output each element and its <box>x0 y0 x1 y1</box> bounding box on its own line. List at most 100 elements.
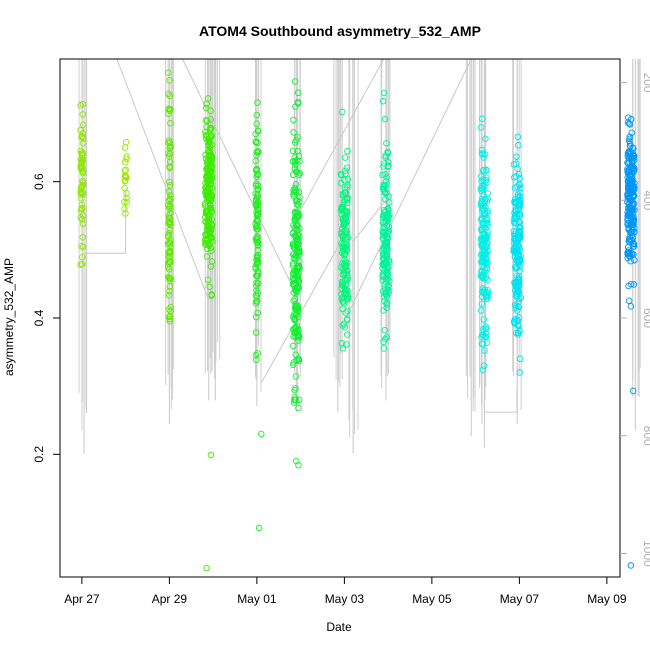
data-point <box>629 165 636 172</box>
data-point <box>479 167 487 174</box>
data-point <box>166 164 174 172</box>
data-point <box>77 156 84 163</box>
data-point <box>295 262 303 269</box>
y2-tick-label: 400 <box>641 190 650 210</box>
data-point <box>511 212 519 220</box>
data-point <box>294 238 301 246</box>
data-point <box>293 242 301 249</box>
data-point <box>337 179 345 187</box>
data-point <box>122 173 130 181</box>
data-point <box>479 215 486 223</box>
data-point <box>379 247 386 255</box>
data-point <box>205 153 213 160</box>
data-point <box>624 219 632 227</box>
y2-tick-label: 600 <box>641 308 650 328</box>
data-point <box>379 183 387 191</box>
data-point <box>292 269 300 276</box>
data-point <box>292 303 299 311</box>
data-point <box>338 204 345 212</box>
x-tick-label: Apr 27 <box>64 592 100 606</box>
data-point <box>342 309 350 317</box>
data-point <box>79 220 87 228</box>
data-point <box>79 253 86 261</box>
data-point <box>203 253 211 260</box>
data-point <box>631 256 638 264</box>
y-tick-label: 0.6 <box>32 173 46 190</box>
data-point <box>515 314 523 321</box>
altitude-connector <box>182 58 297 295</box>
data-point <box>165 313 173 321</box>
data-point <box>253 287 260 294</box>
data-point <box>295 171 302 178</box>
data-point <box>295 152 303 160</box>
data-point <box>204 276 212 284</box>
data-point <box>289 158 297 165</box>
data-point <box>205 161 212 169</box>
data-point <box>516 212 524 219</box>
data-point <box>480 287 487 294</box>
data-point <box>628 224 636 232</box>
data-point <box>341 228 348 235</box>
data-point <box>292 373 300 380</box>
data-point <box>204 179 212 187</box>
altitude-connector <box>260 235 345 383</box>
data-point <box>252 138 260 146</box>
data-point <box>254 242 262 249</box>
data-point <box>479 243 486 251</box>
data-point <box>166 275 174 282</box>
data-point <box>254 127 262 134</box>
data-point <box>166 92 174 100</box>
data-point <box>339 282 347 289</box>
data-point <box>289 147 297 155</box>
data-point <box>383 139 390 147</box>
data-point <box>479 254 486 261</box>
data-point <box>478 300 486 308</box>
data-point <box>626 249 634 257</box>
data-point <box>293 225 300 233</box>
data-point <box>514 206 522 213</box>
data-point <box>206 283 213 291</box>
data-point <box>513 316 521 323</box>
data-point <box>384 163 392 170</box>
data-point <box>484 190 491 197</box>
data-point <box>380 338 387 345</box>
data-point <box>383 238 391 246</box>
data-point <box>630 240 637 247</box>
data-point <box>121 177 129 185</box>
data-point <box>253 254 261 262</box>
y-tick-label: 0.4 <box>32 309 46 326</box>
data-point <box>340 300 348 307</box>
data-point <box>167 243 174 251</box>
data-point <box>339 279 347 287</box>
data-point <box>516 355 524 362</box>
data-point <box>384 268 391 276</box>
data-point <box>341 256 348 263</box>
data-point <box>253 111 261 119</box>
data-point <box>630 200 638 207</box>
data-point <box>78 260 86 268</box>
x-tick-label: May 03 <box>325 592 365 606</box>
data-point <box>380 244 387 251</box>
data-point <box>626 236 634 244</box>
data-point <box>295 285 302 292</box>
data-point <box>627 280 635 288</box>
data-point <box>290 129 297 136</box>
data-point <box>515 303 523 311</box>
data-point <box>252 313 260 321</box>
data-point <box>627 143 634 150</box>
data-point <box>483 260 490 268</box>
data-point <box>385 229 392 236</box>
data-point <box>294 197 301 204</box>
data-point <box>123 198 130 206</box>
x-tick-label: May 05 <box>412 592 452 606</box>
data-point <box>517 227 524 235</box>
data-point <box>481 151 489 158</box>
data-point <box>290 359 298 366</box>
data-point <box>166 317 174 325</box>
data-point <box>252 264 259 271</box>
data-point <box>379 97 387 105</box>
data-point <box>207 151 215 159</box>
altitude-connector <box>84 188 127 254</box>
data-point <box>207 225 215 233</box>
data-point <box>166 178 173 186</box>
